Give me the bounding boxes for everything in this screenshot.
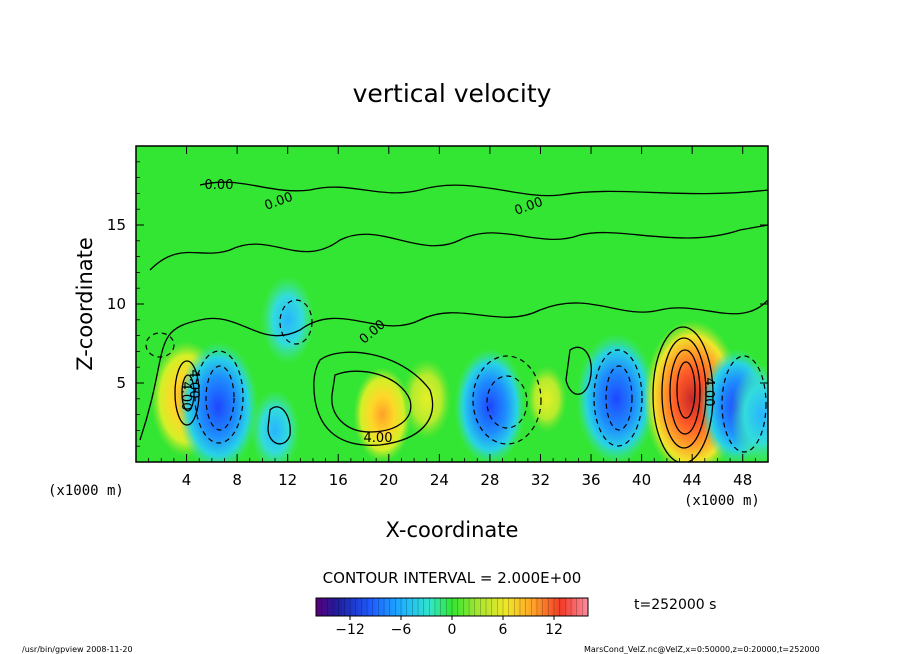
colorbar-tick-label: 0: [448, 622, 457, 638]
x-tick-label: 20: [379, 471, 398, 489]
contour-label: 4.00: [186, 370, 201, 399]
y-tick-label: 15: [107, 216, 126, 234]
colorbar: −12 −6 0 6 12: [315, 597, 589, 638]
y-axis: 5 10 15: [107, 161, 768, 447]
anomaly-cell: [178, 341, 259, 462]
anomaly-cell: [454, 348, 526, 462]
x-axis-label: X-coordinate: [386, 518, 519, 542]
x-tick-label: 4: [182, 471, 192, 489]
anomaly-cells: [150, 275, 768, 462]
footer-program: /usr/bin/gpview 2008-11-20: [22, 645, 133, 654]
colorbar-steps: [321, 598, 583, 616]
contour-label: 0.00: [205, 178, 234, 193]
colorbar-tick-label: 12: [545, 622, 563, 638]
anomaly-cell: [260, 275, 315, 364]
x-axis: 4 8 12 16 20 24 28 32 36 40 44 48: [148, 146, 769, 489]
x-tick-label: 8: [232, 471, 242, 489]
colorbar-tick-label: −12: [335, 622, 365, 638]
x-tick-label: 32: [531, 471, 550, 489]
footer-source: MarsCond_VelZ.nc@VelZ,x=0:50000,z=0:2000…: [584, 645, 820, 654]
x-tick-label: 36: [581, 471, 600, 489]
x-tick-label: 44: [683, 471, 702, 489]
x-tick-label: 16: [329, 471, 348, 489]
x-unit-right: (x1000 m): [684, 493, 760, 509]
x-tick-label: 24: [430, 471, 449, 489]
contour-label: 4.00: [178, 382, 193, 411]
x-tick-label: 40: [632, 471, 651, 489]
colorbar-gradient: [316, 598, 588, 616]
contour-labels: 0.000.00 0.000.004.004.00 4.004.00: [178, 178, 716, 446]
contour-interval-label: CONTOUR INTERVAL = 2.000E+00: [323, 569, 582, 587]
anomaly-cell: [526, 365, 567, 433]
colorbar-tick-label: −6: [391, 622, 412, 638]
plot-area: 0.000.00 0.000.004.004.00 4.004.00: [136, 146, 768, 462]
anomaly-cell: [402, 358, 452, 440]
chart-title: vertical velocity: [353, 79, 552, 108]
time-label: t=252000 s: [634, 597, 716, 613]
colorbar-ticks: −12 −6 0 6 12: [335, 616, 563, 638]
anomaly-cell: [730, 363, 768, 462]
y-axis-label: Z-coordinate: [73, 237, 97, 371]
contour-label: 4.00: [701, 378, 716, 407]
x-tick-label: 12: [278, 471, 297, 489]
x-tick-label: 48: [733, 471, 752, 489]
y-tick-label: 5: [116, 374, 126, 392]
x-unit-left: (x1000 m): [48, 483, 124, 499]
anomaly-cell: [353, 367, 412, 462]
x-tick-label: 28: [480, 471, 499, 489]
y-tick-label: 10: [107, 295, 126, 313]
contour-label: 4.00: [364, 431, 393, 446]
contour-lines: [139, 181, 768, 462]
colorbar-tick-label: 6: [499, 622, 508, 638]
anomaly-cell: [250, 389, 300, 462]
negative-contours: [145, 299, 767, 453]
